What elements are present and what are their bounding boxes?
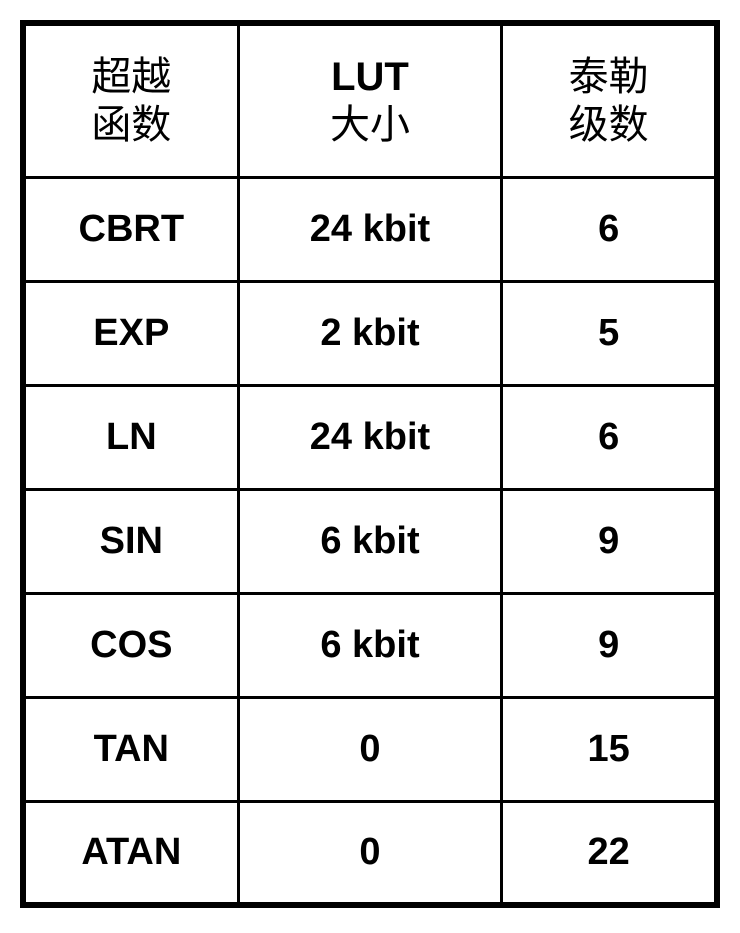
cell-series: 5: [502, 281, 717, 385]
cell-lut: 0: [238, 697, 502, 801]
table-row: ATAN 0 22: [23, 801, 717, 905]
header-lut-cn: 大小: [330, 102, 410, 147]
cell-series: 6: [502, 177, 717, 281]
cell-series: 15: [502, 697, 717, 801]
table-header-row: 超越 函数 LUT 大小 泰勒 级数: [23, 23, 717, 177]
cell-func: EXP: [23, 281, 238, 385]
cell-func: COS: [23, 593, 238, 697]
cell-lut: 0: [238, 801, 502, 905]
table-row: TAN 0 15: [23, 697, 717, 801]
cell-lut: 24 kbit: [238, 385, 502, 489]
header-taylor-series: 泰勒 级数: [502, 23, 717, 177]
cell-func: SIN: [23, 489, 238, 593]
cell-lut: 6 kbit: [238, 489, 502, 593]
cell-series: 6: [502, 385, 717, 489]
header-lut-size: LUT 大小: [238, 23, 502, 177]
table-row: CBRT 24 kbit 6: [23, 177, 717, 281]
header-taylor-line2: 级数: [569, 102, 649, 147]
header-function: 超越 函数: [23, 23, 238, 177]
cell-lut: 6 kbit: [238, 593, 502, 697]
table-row: COS 6 kbit 9: [23, 593, 717, 697]
cell-func: TAN: [23, 697, 238, 801]
cell-func: ATAN: [23, 801, 238, 905]
cell-lut: 24 kbit: [238, 177, 502, 281]
cell-series: 9: [502, 593, 717, 697]
transcendental-function-table: 超越 函数 LUT 大小 泰勒 级数 CBRT 24 kbit 6 E: [20, 20, 720, 908]
cell-func: CBRT: [23, 177, 238, 281]
table-row: EXP 2 kbit 5: [23, 281, 717, 385]
header-function-line2: 函数: [91, 102, 171, 147]
table-row: SIN 6 kbit 9: [23, 489, 717, 593]
cell-func: LN: [23, 385, 238, 489]
header-function-line1: 超越: [91, 54, 171, 99]
cell-series: 22: [502, 801, 717, 905]
cell-series: 9: [502, 489, 717, 593]
table-row: LN 24 kbit 6: [23, 385, 717, 489]
header-taylor-line1: 泰勒: [569, 54, 649, 99]
header-lut-en: LUT: [331, 55, 409, 99]
table-container: 超越 函数 LUT 大小 泰勒 级数 CBRT 24 kbit 6 E: [0, 0, 740, 928]
cell-lut: 2 kbit: [238, 281, 502, 385]
